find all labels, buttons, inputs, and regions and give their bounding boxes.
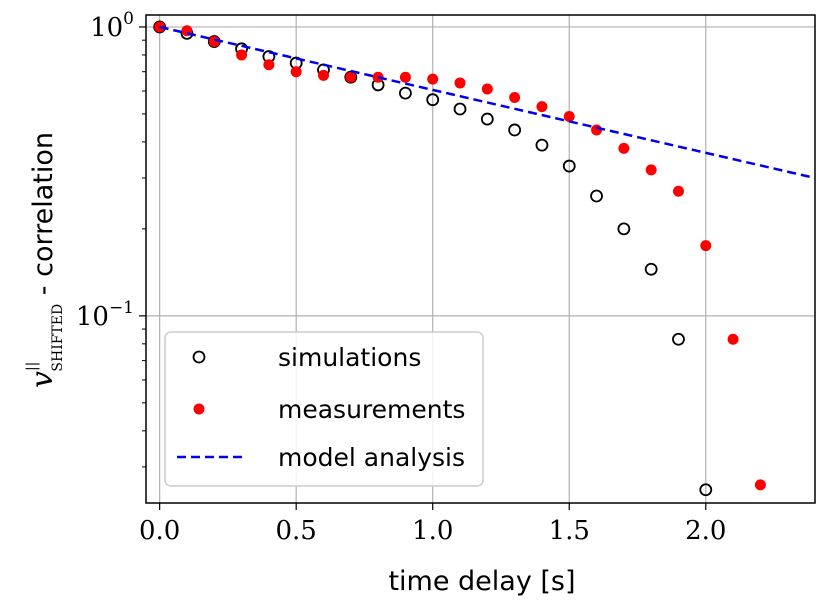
data-point	[427, 73, 439, 85]
y-tick-label-exponent: 0	[123, 9, 134, 29]
data-point	[508, 123, 522, 137]
data-point	[399, 71, 411, 83]
data-point	[645, 164, 657, 176]
x-tick-label: 1.0	[412, 516, 453, 546]
data-point	[672, 332, 685, 346]
data-point	[617, 222, 631, 236]
data-point	[699, 483, 713, 497]
data-point	[727, 333, 739, 345]
data-point	[399, 86, 412, 100]
legend-label-simulations: simulations	[278, 343, 421, 372]
model-analysis-line	[159, 25, 815, 180]
data-point	[535, 138, 549, 152]
y-axis-label: v|| SHIFTED - correlation	[24, 132, 66, 388]
data-point	[563, 110, 575, 122]
legend-label-model-analysis: model analysis	[278, 443, 465, 472]
data-point	[290, 66, 302, 78]
grid-lines	[146, 15, 815, 503]
x-tick-label: 0.5	[276, 516, 317, 546]
x-tick-label: 0.0	[139, 516, 180, 546]
legend-marker-simulations	[192, 350, 206, 364]
legend-box	[164, 331, 484, 487]
plot-series	[153, 20, 815, 497]
data-point	[644, 262, 658, 276]
data-point	[700, 240, 712, 252]
legend-marker-measurements	[193, 403, 205, 415]
data-point	[236, 49, 248, 61]
legend: simulations measurements model analysis	[164, 331, 484, 487]
data-point	[590, 189, 603, 203]
data-point	[426, 93, 440, 107]
data-point	[509, 91, 521, 103]
data-point	[154, 21, 166, 33]
data-point	[480, 112, 494, 126]
data-point	[481, 83, 493, 95]
y-tick-label-exponent: −1	[109, 298, 134, 318]
data-point	[453, 102, 467, 116]
y-axis-label-subscript: SHIFTED	[50, 304, 66, 372]
y-tick-label: 10−1	[76, 298, 134, 332]
axis-ticks	[139, 26, 707, 510]
y-tick-label: 100	[90, 9, 134, 43]
x-axis-label: time delay [s]	[388, 566, 575, 597]
data-point	[754, 479, 766, 491]
x-tick-label: 2.0	[685, 516, 726, 546]
svg-text:v||SHIFTED - correlation: v|| SHIFTED - correlation	[24, 132, 66, 388]
data-point	[454, 77, 466, 89]
series-measurements	[154, 21, 766, 491]
y-tick-label-base: 10	[76, 302, 109, 332]
data-point	[317, 69, 329, 81]
data-point	[208, 36, 220, 48]
data-point	[618, 142, 630, 154]
data-point	[345, 71, 357, 83]
data-point	[591, 124, 603, 136]
legend-label-measurements: measurements	[278, 395, 465, 424]
y-axis-label-superscript: ||	[24, 362, 40, 371]
plot-frame	[145, 14, 816, 504]
data-point	[562, 159, 576, 173]
data-point	[672, 185, 684, 197]
y-axis-label-suffix: - correlation	[28, 132, 59, 304]
x-tick-label: 1.5	[549, 516, 590, 546]
y-tick-label-base: 10	[90, 13, 123, 43]
y-axis-label-symbol: v	[25, 371, 60, 388]
data-point	[263, 59, 275, 71]
data-point	[536, 101, 548, 113]
series-model-analysis	[159, 25, 815, 180]
